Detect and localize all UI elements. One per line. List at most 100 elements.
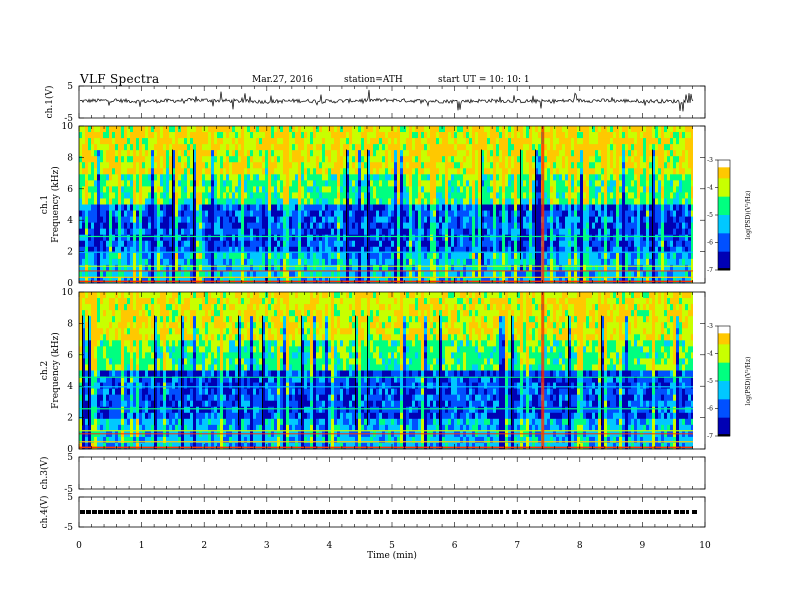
spectrogram-cell xyxy=(589,186,592,193)
spectrogram-cell xyxy=(517,276,520,284)
spectrogram-cell xyxy=(355,126,358,133)
spectrogram-cell xyxy=(184,174,187,181)
spectrogram-cell xyxy=(163,186,166,193)
spectrogram-cell xyxy=(424,198,427,205)
spectrogram-cell xyxy=(274,276,277,284)
spectrogram-cell xyxy=(343,222,346,230)
spectrogram-cell xyxy=(382,210,385,217)
spectrogram-cell xyxy=(517,156,520,163)
spectrogram-cell xyxy=(280,276,283,284)
spectrogram-cell xyxy=(523,270,526,278)
spectrogram-cell xyxy=(286,156,289,163)
spectrogram-cell xyxy=(388,228,391,236)
spectrogram-cell xyxy=(571,186,574,193)
spectrogram-cell xyxy=(481,186,484,193)
spectrogram-cell xyxy=(394,180,397,187)
spectrogram-cell xyxy=(631,174,634,181)
spectrogram-cell xyxy=(334,180,337,187)
spectrogram-cell xyxy=(634,240,637,248)
spectrogram-cell xyxy=(592,264,595,272)
spectrogram-cell xyxy=(349,222,352,230)
spectrogram-cell xyxy=(616,222,619,230)
spectrogram-cell xyxy=(292,270,295,278)
spectrogram-cell xyxy=(562,228,565,236)
spectrogram-cell xyxy=(367,246,370,254)
spectrogram-cell xyxy=(409,210,412,217)
spectrogram-cell xyxy=(439,204,442,211)
spectrogram-cell xyxy=(463,174,466,181)
spectrogram-cell xyxy=(205,198,208,205)
spectrogram-cell xyxy=(166,234,169,242)
spectrogram-cell xyxy=(391,276,394,284)
spectrogram-cell xyxy=(328,150,331,157)
spectrogram-cell xyxy=(88,186,91,193)
spectrogram-cell xyxy=(553,258,556,266)
spectrogram-cell xyxy=(226,222,229,230)
spectrogram-cell xyxy=(592,174,595,181)
spectrogram-cell xyxy=(526,162,529,169)
spectrogram-cell xyxy=(544,168,547,175)
spectrogram-cell xyxy=(118,210,121,217)
spectrogram-cell xyxy=(241,168,244,175)
spectrogram-cell xyxy=(463,144,466,151)
spectrogram-cell xyxy=(349,150,352,157)
spectrogram-cell xyxy=(583,156,586,163)
spectrogram-cell xyxy=(604,270,607,278)
spectrogram-cell xyxy=(277,198,280,205)
spectrogram-cell xyxy=(289,150,292,157)
spectrogram-cell xyxy=(457,198,460,205)
spectrogram-cell xyxy=(559,174,562,181)
spectrogram-cell xyxy=(358,180,361,187)
spectrogram-cell xyxy=(271,180,274,187)
spectrogram-cell xyxy=(622,276,625,284)
spectrogram-cell xyxy=(397,246,400,254)
spectrogram-cell xyxy=(208,162,211,169)
spectrogram-cell xyxy=(406,258,409,266)
spectrogram-cell xyxy=(556,252,559,260)
spectrogram-cell xyxy=(637,234,640,242)
spectrogram-cell xyxy=(385,138,388,145)
spectrogram-cell xyxy=(385,228,388,236)
spectrogram-cell xyxy=(445,162,448,169)
spectrogram-cell xyxy=(451,126,454,133)
spectrogram-cell xyxy=(592,258,595,266)
spectrogram-cell xyxy=(199,144,202,151)
spectrogram-cell xyxy=(322,180,325,187)
spectrogram-cell xyxy=(385,210,388,217)
spectrogram-cell xyxy=(385,126,388,133)
spectrogram-cell xyxy=(181,174,184,181)
spectrogram-cell xyxy=(505,240,508,248)
spectrogram-cell xyxy=(469,210,472,217)
spectrogram-cell xyxy=(322,228,325,236)
spectrogram-cell xyxy=(223,270,226,278)
spectrogram-cell xyxy=(235,210,238,217)
spectrogram-cell xyxy=(223,204,226,211)
spectrogram-cell xyxy=(235,162,238,169)
spectrogram-cell xyxy=(346,132,349,139)
spectrogram-cell xyxy=(568,138,571,145)
spectrogram-cell xyxy=(202,216,205,224)
spectrogram-cell xyxy=(532,144,535,151)
spectrogram-cell xyxy=(565,252,568,260)
spectrogram-cell xyxy=(283,264,286,272)
spectrogram-cell xyxy=(475,240,478,248)
spectrogram-cell xyxy=(439,240,442,248)
spectrogram-cell xyxy=(181,144,184,151)
spectrogram-cell xyxy=(133,150,136,157)
spectrogram-cell xyxy=(580,150,583,157)
spectrogram-cell xyxy=(622,216,625,224)
spectrogram-cell xyxy=(133,276,136,284)
spectrogram-cell xyxy=(415,228,418,236)
spectrogram-cell xyxy=(433,216,436,224)
spectrogram-cell xyxy=(535,168,538,175)
spectrogram-cell xyxy=(616,144,619,151)
spectrogram-cell xyxy=(301,270,304,278)
spectrogram-cell xyxy=(97,150,100,157)
spectrogram-cell xyxy=(88,252,91,260)
spectrogram-cell xyxy=(472,204,475,211)
spectrogram-cell xyxy=(271,228,274,236)
spectrogram-cell xyxy=(526,168,529,175)
spectrogram-cell xyxy=(616,132,619,139)
spectrogram-cell xyxy=(589,156,592,163)
spectrogram-cell xyxy=(157,156,160,163)
